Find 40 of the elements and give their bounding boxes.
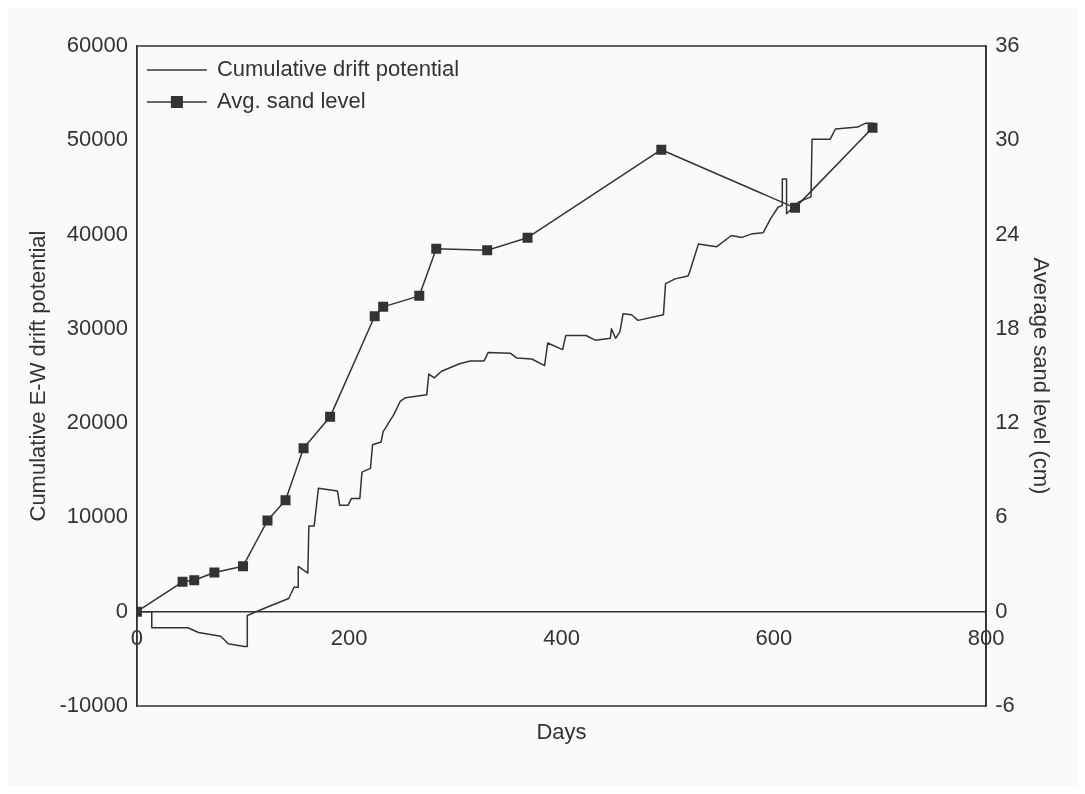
y-tick-label: 30000 [66,314,128,340]
y2-tick-label: 24 [995,220,1020,246]
y2-tick-label: -6 [995,692,1015,718]
legend-label: Cumulative drift potential [216,56,460,82]
point [369,311,380,322]
x-tick-label: 200 [330,624,368,650]
point [177,576,188,587]
y-axis-title: Cumulative E-W drift potential [25,230,51,522]
point [378,301,389,312]
point [209,567,220,578]
y2-tick-label: 6 [995,503,1008,529]
y2-tick-label: 30 [995,126,1020,152]
point [325,411,336,422]
x-axis-title: Days [536,719,587,745]
y-tick-label: 10000 [66,503,128,529]
point [522,232,533,243]
point [431,243,442,254]
point [482,245,493,256]
point [262,515,273,526]
y2-axis-title: Average sand level (cm) [1028,257,1054,495]
y-tick-label: 50000 [66,126,128,152]
point [238,561,249,572]
y2-tick-label: 0 [995,597,1008,623]
x-tick-label: 400 [543,624,580,650]
y2-tick-label: 36 [995,32,1020,58]
y-tick-label: 60000 [66,32,128,58]
point [280,495,291,506]
point [189,575,200,586]
y2-tick-label: 12 [995,409,1020,435]
y-tick-label: -10000 [59,692,128,718]
legend-label: Avg. sand level [216,88,366,114]
y-tick-label: 20000 [66,409,128,435]
y-tick-label: 40000 [66,220,128,246]
point [867,122,878,133]
x-tick-label: 600 [755,624,793,650]
y-tick-label: 0 [115,597,128,623]
point [414,290,425,301]
y2-tick-label: 18 [995,314,1020,340]
point [298,443,309,454]
point [656,144,667,155]
